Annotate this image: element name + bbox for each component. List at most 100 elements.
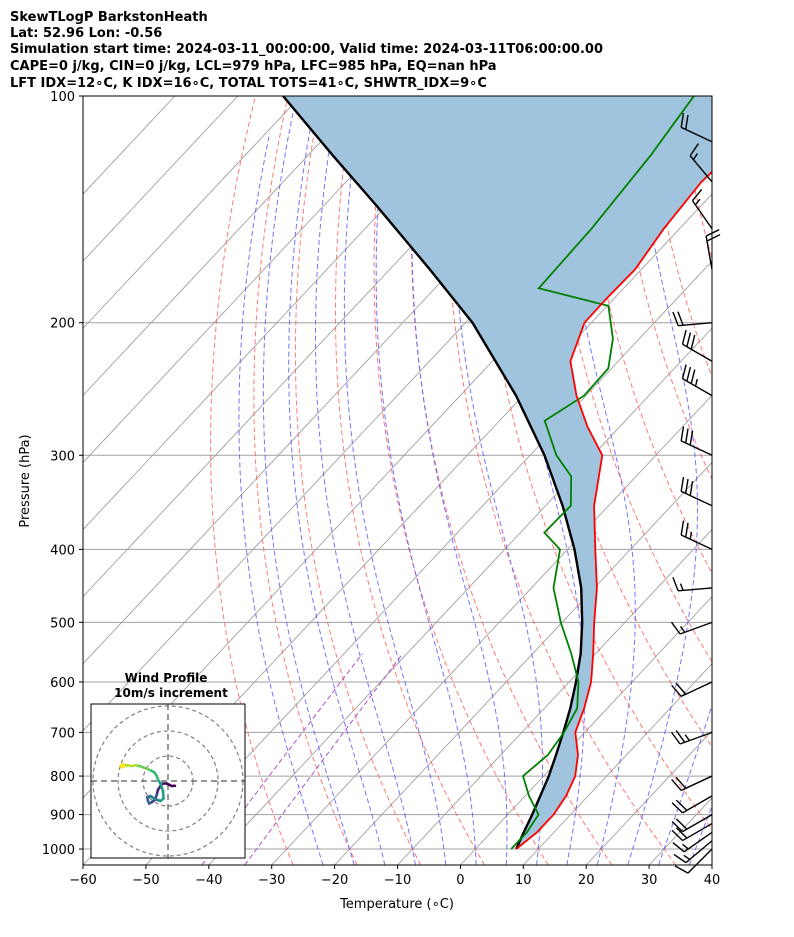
dry-adiabat-line [373,96,549,865]
isotherm-line [83,96,364,397]
wind-barb-flag [671,802,684,814]
wind-barb [680,476,713,507]
dry-adiabat-line [613,96,712,481]
wind-barb-flag [672,842,685,853]
isotherm-line [83,96,239,262]
x-tick-label: 0 [456,873,464,888]
moist-adiabat-line [343,96,447,865]
dry-adiabat-line [580,96,712,575]
dry-adiabat-line [335,96,485,865]
moist-adiabat-line [627,96,698,865]
moist-adiabat-line [559,96,636,865]
wind-barb-flag [671,684,682,697]
y-tick-label: 500 [50,616,75,631]
wind-barb-half-flag [679,583,684,591]
isotherm-line [711,864,712,865]
wind-barb-half-flag [684,734,691,742]
wind-barb-flag [685,114,689,130]
wind-barb-flag [675,827,688,839]
wind-barb [671,813,713,833]
hodograph-plot [91,704,245,858]
wind-barb-flag [673,853,687,864]
wind-barb-flag [680,426,685,442]
isotherm-line [83,96,490,531]
wind-barb-flag [672,577,679,592]
x-tick-label: −20 [321,873,348,888]
isotherm-line [83,96,427,464]
wind-barb-flag [680,520,685,536]
wind-barb-flag [680,112,685,128]
wind-barb [691,189,713,230]
wind-barb-flag [706,233,721,242]
wind-barb-shaft [683,831,713,853]
y-axis-label: Pressure (hPa) [18,434,33,527]
wind-barb-half-flag [692,153,699,160]
x-tick-label: −50 [132,873,159,888]
wind-barb-flag [689,143,699,157]
wind-barb-flag [690,369,696,384]
cape-shaded-area [283,96,712,849]
wind-barb-shaft [682,822,713,842]
isotherm-line [585,730,712,865]
wind-barb-flag [675,799,688,811]
chart-title-line-2: Lat: 52.96 Lon: -0.56 [10,26,162,41]
wind-barb-shaft [682,813,713,833]
wind-barb-flag [685,478,689,494]
isotherm-line [83,96,302,329]
wind-barb-shaft [682,378,713,397]
moist-adiabat-line [752,96,794,865]
isotherm-line [271,394,712,865]
wind-barb-shaft [680,775,713,792]
x-axis-ticks: −60 −50 −40 −30 −20 −10 0 10 20 30 40 [69,865,720,888]
wind-barb [671,822,713,842]
dry-adiabat-line [446,96,677,865]
wind-barb-flag [685,428,689,444]
moist-adiabat-line [238,132,324,865]
wind-barb [670,730,713,745]
x-tick-label: −10 [384,873,411,888]
x-tick-label: −60 [69,873,96,888]
wind-barb-shaft [680,534,713,551]
wind-barb [673,840,713,864]
wind-barb-flag [671,820,684,833]
dry-adiabat-line [548,96,712,663]
wind-barb-shaft [705,235,713,270]
isotherm-line [522,663,712,865]
wind-barb-flag [671,829,684,842]
wind-barb-half-flag [689,531,693,540]
y-tick-label: 600 [50,676,75,691]
wind-barb-flag [681,329,687,345]
hodograph-title: Wind Profile [125,671,208,685]
isotherm-line [397,528,712,865]
moist-adiabat-line [658,703,712,865]
wind-barb-shaft [691,200,713,230]
hodograph-ring [117,730,219,832]
wind-barb [680,520,713,551]
wind-barb-flag [689,430,694,446]
x-tick-label: 30 [641,873,658,888]
wind-barb-flag [677,311,684,326]
wind-barb-half-flag [682,843,689,850]
wind-barb-flag [681,364,687,379]
isotherm-line [334,461,712,865]
dry-adiabat-line [711,96,712,102]
chart-title-line-1: SkewTLogP BarkstonHeath [10,10,208,25]
wind-barb-flag [686,332,692,347]
isotherm-line [145,260,712,865]
dry-adiabat-line [744,96,794,865]
y-tick-label: 200 [50,317,75,332]
wind-barb-shaft [689,155,713,183]
x-tick-label: 10 [515,873,532,888]
wind-barb-shaft [680,490,713,507]
wind-barb [672,311,713,327]
moist-adiabat-line [375,96,477,865]
wind-barb-flag [705,229,720,237]
y-tick-label: 800 [50,770,75,785]
wind-barb-flag [689,481,694,496]
hodograph-segment [159,782,165,793]
y-tick-label: 400 [50,543,75,558]
wind-barb [670,621,713,635]
wind-barb-shaft [682,343,713,362]
hodograph-inset: Wind Profile 10m/s increment [90,671,246,859]
wind-barb [671,775,713,792]
